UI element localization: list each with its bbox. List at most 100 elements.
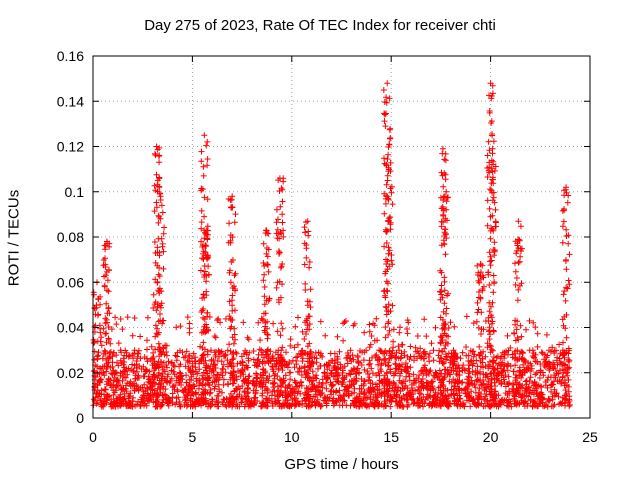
data-point bbox=[302, 397, 309, 404]
data-point bbox=[378, 391, 384, 398]
data-point bbox=[294, 341, 301, 348]
data-point bbox=[209, 396, 216, 403]
data-point bbox=[447, 359, 454, 366]
data-point bbox=[526, 347, 533, 354]
y-tick-label: 0.08 bbox=[57, 229, 84, 245]
data-point bbox=[488, 346, 495, 353]
data-point bbox=[538, 349, 545, 356]
data-point bbox=[133, 401, 140, 408]
data-point bbox=[198, 395, 205, 402]
data-point bbox=[362, 394, 369, 401]
data-point bbox=[492, 206, 499, 213]
data-point bbox=[287, 336, 294, 343]
data-point bbox=[414, 399, 421, 406]
data-point bbox=[363, 403, 370, 410]
data-point bbox=[163, 378, 170, 385]
data-point bbox=[559, 223, 566, 230]
data-point bbox=[488, 303, 494, 310]
data-point bbox=[233, 376, 240, 383]
data-point bbox=[200, 352, 207, 358]
data-point bbox=[496, 377, 502, 384]
y-axis-label: ROTI / TECUs bbox=[5, 189, 23, 287]
data-point bbox=[514, 297, 521, 304]
data-point bbox=[423, 393, 430, 400]
data-point bbox=[372, 353, 379, 360]
data-point bbox=[396, 329, 403, 336]
data-point bbox=[561, 288, 568, 295]
data-point bbox=[421, 350, 428, 357]
data-point bbox=[444, 292, 450, 299]
data-point bbox=[483, 385, 490, 392]
data-point bbox=[252, 359, 259, 366]
data-point bbox=[240, 371, 247, 378]
data-point bbox=[512, 393, 518, 400]
data-point bbox=[463, 344, 469, 350]
data-point bbox=[103, 397, 110, 403]
data-point bbox=[387, 125, 394, 132]
data-point bbox=[529, 353, 536, 359]
data-point bbox=[515, 286, 522, 293]
data-point bbox=[442, 226, 449, 233]
data-point bbox=[383, 240, 390, 246]
data-point bbox=[234, 360, 241, 367]
data-point bbox=[552, 366, 559, 372]
data-point bbox=[401, 352, 408, 359]
data-point bbox=[226, 341, 233, 348]
data-point bbox=[173, 357, 180, 364]
data-point bbox=[228, 390, 234, 397]
data-point bbox=[381, 393, 388, 400]
data-point bbox=[501, 355, 508, 362]
data-point bbox=[265, 230, 272, 237]
data-point bbox=[420, 382, 427, 389]
data-point bbox=[203, 142, 210, 149]
data-point bbox=[232, 287, 238, 294]
data-point bbox=[304, 218, 311, 225]
data-point bbox=[204, 196, 211, 203]
data-point bbox=[271, 372, 278, 379]
data-point bbox=[160, 366, 167, 373]
data-point bbox=[200, 314, 207, 321]
data-point bbox=[201, 132, 208, 139]
data-point bbox=[112, 403, 119, 410]
data-point bbox=[456, 372, 463, 378]
data-point bbox=[438, 282, 445, 289]
data-point bbox=[287, 376, 294, 383]
data-point bbox=[103, 300, 110, 307]
data-point bbox=[480, 395, 487, 402]
data-point bbox=[159, 243, 166, 250]
data-point bbox=[527, 360, 534, 367]
data-point bbox=[102, 330, 109, 337]
data-point bbox=[115, 362, 122, 369]
data-point bbox=[98, 342, 105, 349]
data-point bbox=[562, 387, 569, 393]
data-point bbox=[466, 397, 472, 404]
data-point bbox=[564, 199, 571, 206]
data-point bbox=[265, 262, 271, 268]
data-point bbox=[322, 397, 328, 404]
data-point bbox=[436, 347, 443, 354]
data-point bbox=[97, 338, 104, 345]
data-point bbox=[101, 347, 108, 354]
data-point bbox=[198, 158, 205, 165]
y-tick-label: 0 bbox=[76, 410, 84, 426]
data-point bbox=[103, 238, 110, 245]
data-point bbox=[202, 381, 209, 388]
data-point bbox=[459, 349, 466, 356]
data-point bbox=[103, 339, 110, 346]
data-point bbox=[259, 316, 266, 323]
data-point bbox=[425, 380, 432, 387]
data-point bbox=[201, 274, 208, 280]
data-point bbox=[480, 326, 487, 333]
data-point bbox=[437, 194, 444, 201]
data-point bbox=[276, 250, 282, 257]
data-point bbox=[563, 226, 570, 233]
data-point bbox=[450, 376, 457, 383]
data-point bbox=[160, 359, 167, 366]
data-point bbox=[102, 255, 108, 262]
data-point bbox=[204, 162, 211, 169]
data-point bbox=[237, 385, 243, 392]
data-point bbox=[437, 340, 444, 347]
data-point bbox=[396, 402, 403, 409]
data-point bbox=[396, 347, 403, 354]
data-point bbox=[126, 352, 133, 359]
